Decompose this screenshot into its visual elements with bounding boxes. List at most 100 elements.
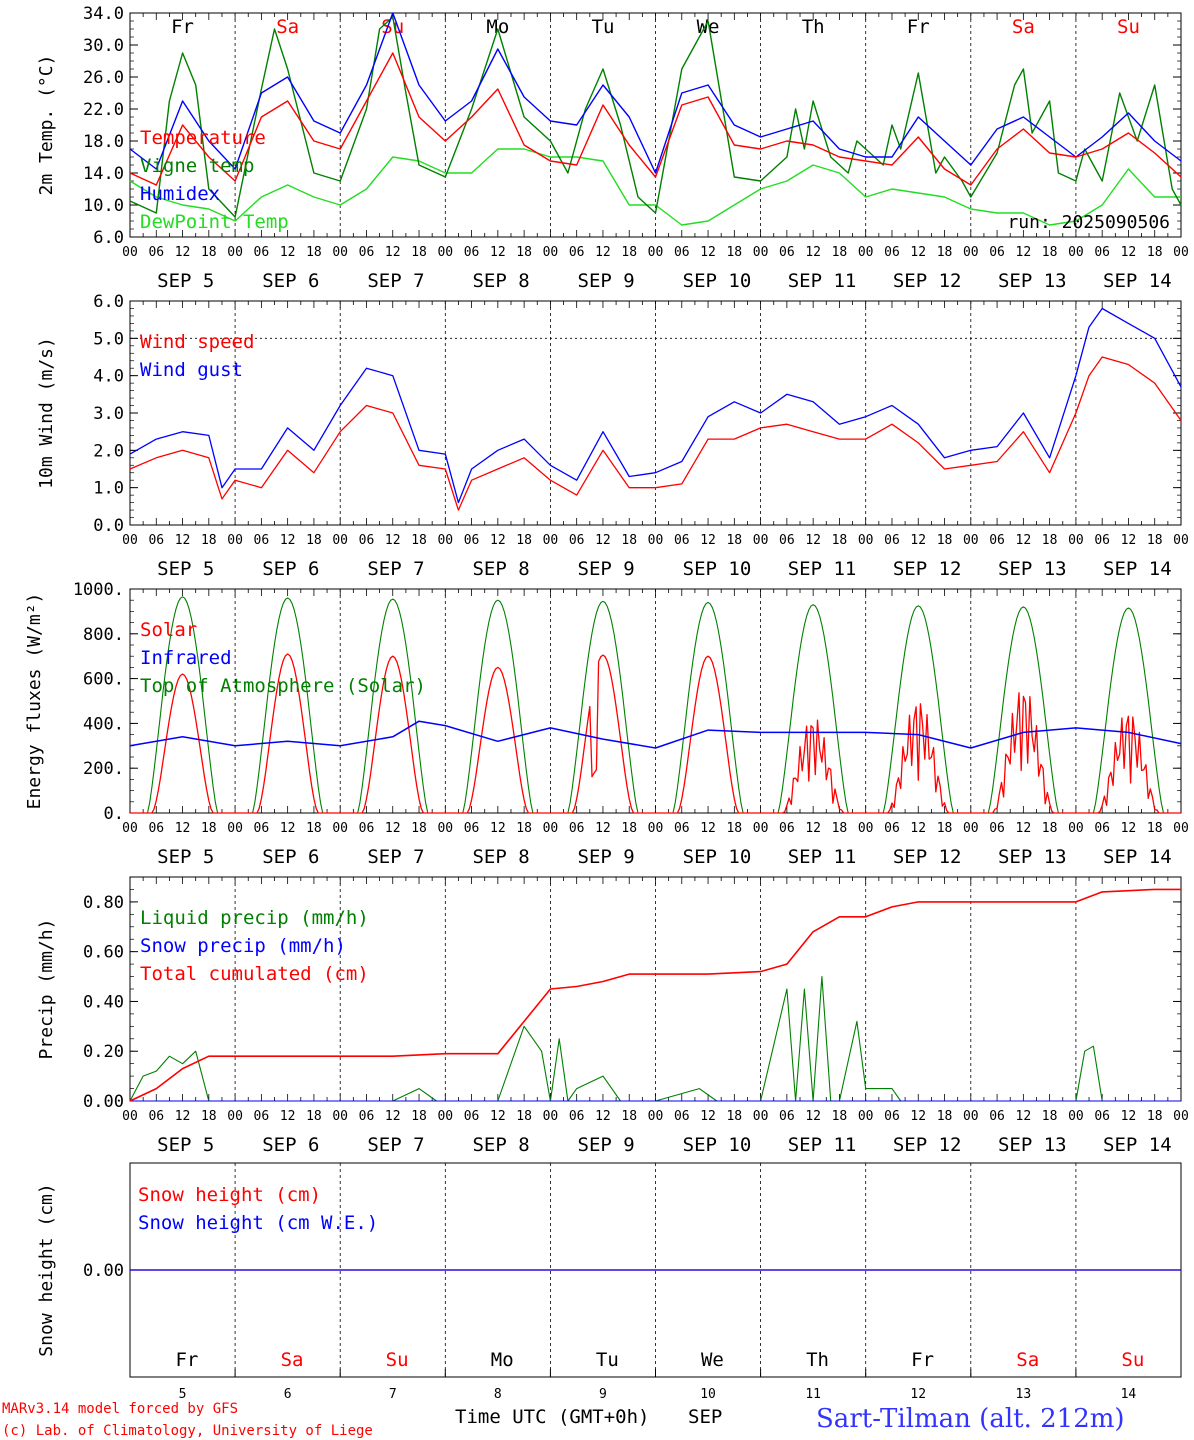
hour-tick-label: 18	[832, 533, 848, 548]
weekday-label: Mo	[486, 16, 509, 38]
y-tick-label: 2.0	[93, 441, 124, 461]
day-label: SEP 11	[788, 270, 857, 292]
hour-tick-label: 18	[621, 1109, 637, 1124]
day-number: 7	[389, 1387, 397, 1402]
legend-entry: Wind gust	[140, 359, 243, 381]
legend-entry: Infrared	[140, 647, 232, 669]
day-label: SEP 7	[367, 846, 424, 868]
hour-tick-label: 12	[595, 533, 611, 548]
hour-tick-label: 06	[148, 533, 164, 548]
solar-line	[235, 653, 341, 814]
y-tick-label: 18.0	[83, 132, 124, 152]
hour-tick-label: 00	[1068, 1109, 1084, 1124]
hour-tick-label: 18	[516, 821, 532, 836]
series-line	[129, 12, 1182, 174]
hour-tick-label: 00	[332, 533, 348, 548]
day-label: SEP 8	[472, 846, 529, 868]
plot-frame	[129, 12, 1182, 238]
hour-tick-label: 06	[779, 533, 795, 548]
day-label: SEP 11	[788, 558, 857, 580]
hour-tick-label: 06	[254, 533, 270, 548]
day-label: SEP 6	[262, 846, 319, 868]
hour-tick-label: 12	[490, 821, 506, 836]
weekday-label: Sa	[281, 1349, 304, 1371]
solar-line	[655, 655, 761, 814]
day-number: 6	[284, 1387, 292, 1402]
hour-tick-label: 06	[884, 1109, 900, 1124]
solar-line	[445, 666, 551, 814]
series-line	[129, 16, 1182, 218]
toa-solar-line	[340, 598, 446, 814]
hour-tick-label: 12	[910, 533, 926, 548]
y-tick-label: 0.20	[83, 1042, 124, 1062]
hour-tick-label: 00	[543, 821, 559, 836]
toa-solar-line	[1075, 607, 1181, 814]
hour-tick-label: 06	[254, 821, 270, 836]
hour-tick-label: 00	[437, 821, 453, 836]
hour-tick-label: 12	[700, 821, 716, 836]
y-tick-label: 5.0	[93, 329, 124, 349]
hour-tick-label: 18	[306, 821, 322, 836]
hour-tick-label: 06	[989, 1109, 1005, 1124]
toa-solar-line	[655, 601, 761, 814]
y-axis-title: Snow height (cm)	[36, 1183, 57, 1356]
footer: MARv3.14 model forced by GFS (c) Lab. of…	[2, 1401, 1125, 1439]
day-number: 13	[1016, 1387, 1032, 1402]
legend-entry: DewPoint Temp	[140, 211, 289, 233]
hour-tick-label: 12	[910, 1109, 926, 1124]
hour-tick-label: 06	[1094, 1109, 1110, 1124]
hour-tick-label: 12	[1016, 245, 1032, 260]
y-tick-label: 600.	[83, 670, 124, 690]
hour-tick-label: 18	[726, 533, 742, 548]
hour-tick-label: 00	[1173, 533, 1189, 548]
day-label: SEP 7	[367, 1134, 424, 1156]
series-line	[129, 356, 1182, 511]
weekday-label: We	[701, 1349, 724, 1371]
hour-tick-label: 00	[963, 1109, 979, 1124]
solar-line	[130, 673, 236, 814]
hour-tick-label: 00	[437, 1109, 453, 1124]
day-label: SEP 9	[578, 1134, 635, 1156]
y-tick-label: 1000.	[73, 580, 124, 600]
hour-tick-label: 00	[648, 821, 664, 836]
hour-tick-label: 06	[779, 821, 795, 836]
day-label: SEP 10	[683, 846, 752, 868]
month-label: SEP	[688, 1406, 722, 1428]
day-label: SEP 5	[157, 558, 214, 580]
hour-tick-label: 06	[254, 1109, 270, 1124]
hour-tick-label: 12	[805, 821, 821, 836]
model-credit: MARv3.14 model forced by GFS	[2, 1401, 238, 1417]
day-label: SEP 12	[893, 846, 962, 868]
y-tick-label: 14.0	[83, 164, 124, 184]
day-label: SEP 13	[998, 1134, 1067, 1156]
weekday-label: Sa	[1012, 16, 1035, 38]
hour-tick-label: 00	[332, 1109, 348, 1124]
hour-tick-label: 12	[385, 1109, 401, 1124]
hour-tick-label: 00	[227, 821, 243, 836]
day-label: SEP 7	[367, 270, 424, 292]
hour-tick-label: 18	[1147, 821, 1163, 836]
hour-tick-label: 18	[411, 821, 427, 836]
hour-tick-label: 18	[306, 245, 322, 260]
hour-tick-label: 12	[385, 533, 401, 548]
hour-tick-label: 12	[595, 1109, 611, 1124]
hour-tick-label: 00	[332, 821, 348, 836]
hour-tick-label: 12	[175, 533, 191, 548]
day-label: SEP 6	[262, 270, 319, 292]
hour-tick-label: 12	[805, 533, 821, 548]
hour-tick-label: 12	[175, 1109, 191, 1124]
hour-tick-label: 18	[937, 245, 953, 260]
hour-tick-label: 00	[543, 1109, 559, 1124]
hour-tick-label: 00	[963, 533, 979, 548]
time-axis-title: Time UTC (GMT+0h)	[455, 1406, 649, 1428]
hour-tick-label: 06	[674, 533, 690, 548]
hour-tick-label: 00	[543, 533, 559, 548]
hour-tick-label: 00	[963, 245, 979, 260]
hour-tick-label: 12	[700, 1109, 716, 1124]
day-label: SEP 8	[472, 270, 529, 292]
hour-tick-label: 12	[490, 533, 506, 548]
day-label: SEP 14	[1103, 1134, 1172, 1156]
y-tick-label: 1.0	[93, 479, 124, 499]
hour-tick-label: 18	[306, 1109, 322, 1124]
